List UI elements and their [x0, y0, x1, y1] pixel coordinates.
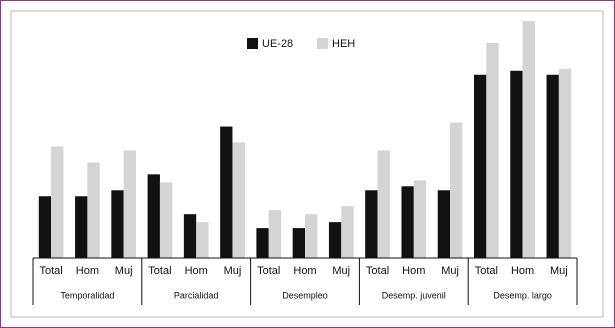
x-tick-label: Muj [224, 265, 242, 277]
bar [256, 228, 269, 258]
bar [87, 162, 100, 258]
bar [305, 214, 318, 258]
x-tick-label: Total [148, 265, 171, 277]
bar [268, 210, 282, 258]
bar [413, 180, 427, 258]
bar [437, 190, 451, 258]
x-tick-label: Hom [511, 265, 534, 277]
bar [341, 206, 354, 258]
bar [486, 42, 499, 259]
bar [51, 146, 64, 258]
bar [232, 142, 245, 258]
bar [450, 122, 463, 258]
group-label: Parcialidad [174, 290, 219, 300]
bar [75, 196, 88, 258]
bar [220, 126, 233, 258]
x-tick-label: Hom [76, 265, 99, 277]
x-tick-label: Hom [402, 265, 425, 277]
x-tick-label: Total [257, 265, 280, 277]
x-tick-label: Muj [115, 265, 133, 277]
legend-label: HEH [332, 38, 355, 50]
x-tick-label: Muj [550, 265, 568, 277]
bar [38, 196, 52, 258]
bar [159, 182, 173, 258]
legend-label: UE-28 [262, 38, 293, 50]
bar [546, 74, 559, 259]
group-label: Desempleo [282, 290, 328, 300]
bar [558, 68, 572, 259]
bar [183, 214, 197, 258]
bar [196, 222, 209, 258]
bar [377, 150, 390, 258]
bar [123, 150, 136, 258]
legend-swatch [247, 38, 258, 49]
group-label: Desemp. largo [493, 290, 552, 300]
bar [522, 20, 535, 258]
bar [111, 190, 124, 258]
bar [328, 222, 342, 258]
x-tick-label: Muj [441, 265, 459, 277]
bar [510, 70, 523, 259]
x-tick-label: Total [475, 265, 498, 277]
x-tick-label: Total [366, 265, 389, 277]
x-tick-label: Hom [185, 265, 208, 277]
legend-swatch [317, 38, 328, 49]
x-tick-label: Total [40, 265, 63, 277]
group-label: Temporalidad [60, 290, 114, 300]
bar [401, 186, 414, 258]
x-tick-label: Muj [332, 265, 350, 277]
chart-border [10, 10, 604, 318]
bar [474, 74, 487, 259]
group-label: Desemp. juvenil [382, 290, 446, 300]
bar [365, 190, 378, 258]
bar [147, 174, 160, 258]
x-tick-label: Hom [293, 265, 316, 277]
bar [292, 228, 305, 258]
